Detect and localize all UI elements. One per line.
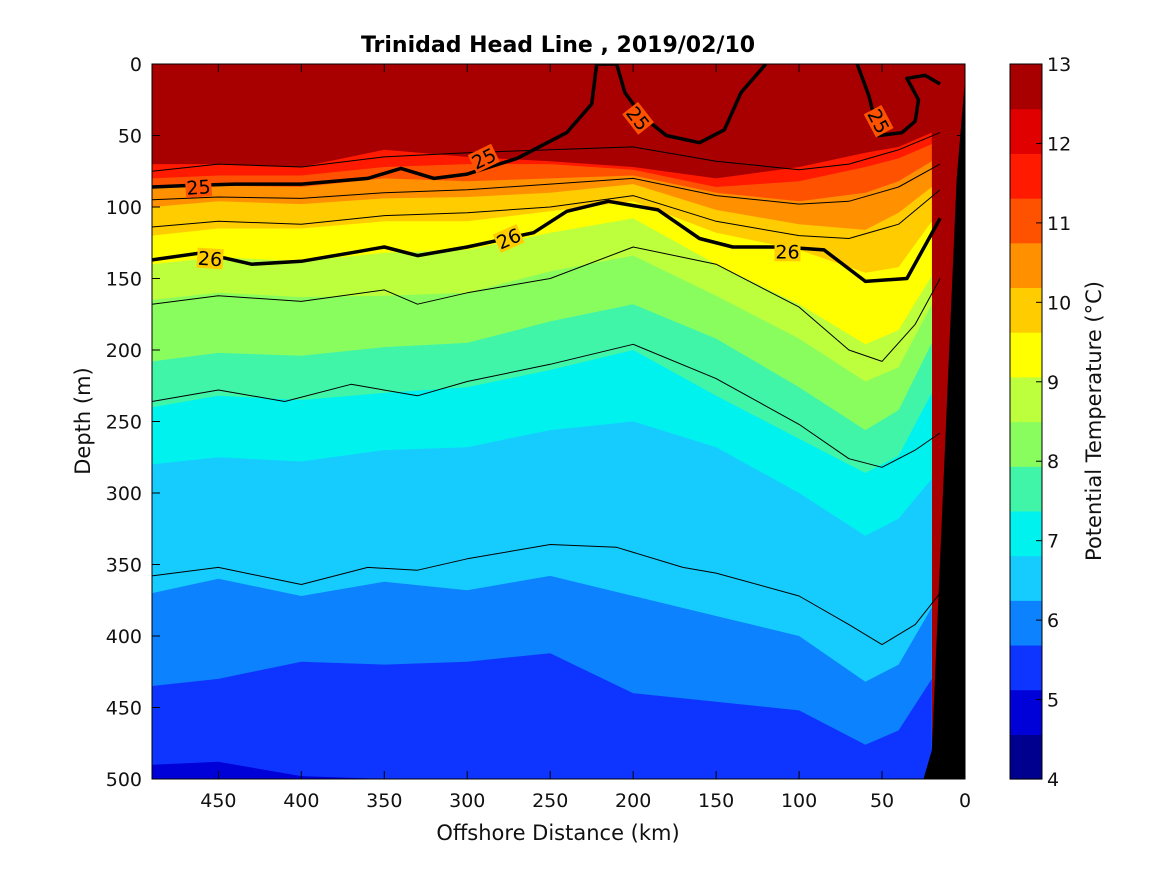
colorbar: 4 5 6 7 8 9 10 11 12 13 <box>1009 54 1071 791</box>
y-tick-label: 250 <box>106 412 142 434</box>
colorbar-tick-label: 8 <box>1047 451 1059 473</box>
y-axis-ticks: 0 50 100 150 200 250 300 350 400 450 500 <box>106 54 965 791</box>
x-tick-label: 300 <box>449 790 485 812</box>
colorbar-segment <box>1010 376 1042 423</box>
density-contour-thin-5 <box>152 189 941 239</box>
density-contour-thin-6 <box>152 246 941 362</box>
y-tick-label: 500 <box>106 769 142 791</box>
density-contour-thin-4 <box>152 163 941 205</box>
colorbar-tick-label: 4 <box>1047 769 1059 791</box>
colorbar-tick-label: 6 <box>1047 610 1059 632</box>
y-tick-label: 350 <box>106 555 142 577</box>
contour-label-bg <box>863 105 894 138</box>
density-contours <box>152 64 942 646</box>
colorbar-segment <box>1010 332 1042 378</box>
x-tick-label: 250 <box>532 790 568 812</box>
colorbar-segment <box>1010 555 1042 601</box>
colorbar-segment <box>1010 108 1042 154</box>
colorbar-segment <box>1010 64 1042 110</box>
colorbar-label: Potential Temperature (°C) <box>1082 281 1106 561</box>
x-tick-label: 0 <box>959 790 971 812</box>
y-axis-label: Depth (m) <box>71 367 95 474</box>
colorbar-segment <box>1010 644 1042 691</box>
colorbar-tick-label: 5 <box>1047 690 1059 712</box>
x-axis-label: Offshore Distance (km) <box>436 821 679 845</box>
land-mask <box>923 79 965 779</box>
colorbar-segment <box>1010 198 1042 244</box>
colorbar-frame <box>1009 63 1043 780</box>
colorbar-segment <box>1010 421 1042 467</box>
contour-label-text: 26 <box>197 248 223 272</box>
colorbar-segment <box>1010 466 1042 512</box>
contour-label-0: 25 <box>184 176 213 200</box>
chart-title: Trinidad Head Line , 2019/02/10 <box>361 33 755 58</box>
colorbar-segment <box>1010 734 1042 780</box>
x-tick-label: 100 <box>781 790 817 812</box>
colorbar-segment <box>1010 510 1042 557</box>
contour-label-6: 26 <box>774 241 801 263</box>
contour-label-text: 26 <box>775 241 799 263</box>
y-tick-label: 50 <box>118 126 142 148</box>
x-tick-label: 400 <box>283 790 319 812</box>
x-tick-label: 50 <box>870 790 894 812</box>
x-tick-label: 200 <box>615 790 651 812</box>
colorbar-tick-label: 7 <box>1047 531 1059 553</box>
colorbar-segment <box>1010 287 1042 333</box>
isotherm-fill-5.5 <box>152 653 932 779</box>
y-tick-label: 300 <box>106 483 142 505</box>
density-contour-26-2 <box>152 199 942 284</box>
plot-area <box>152 64 965 779</box>
density-contour-thin-8 <box>152 544 941 646</box>
x-axis-ticks: 450 400 350 300 250 200 150 100 50 0 <box>200 64 971 812</box>
x-tick-label: 450 <box>200 790 236 812</box>
isotherm-fill-5 <box>152 761 932 779</box>
density-contour-thin-3 <box>152 132 941 172</box>
colorbar-tick-label: 12 <box>1047 133 1071 155</box>
y-tick-label: 450 <box>106 698 142 720</box>
colorbar-tick-label: 13 <box>1047 54 1071 76</box>
colorbar-segment <box>1010 153 1042 199</box>
colorbar-tick-label: 9 <box>1047 372 1059 394</box>
contour-label-bg <box>774 241 801 262</box>
density-contour-25-1 <box>855 64 941 138</box>
colorbar-segment <box>1010 242 1042 289</box>
contour-label-4: 26 <box>196 247 224 272</box>
contour-label-bg <box>196 247 224 270</box>
colorbar-tick-label: 11 <box>1047 213 1071 235</box>
colorbar-tick-label: 10 <box>1047 292 1071 314</box>
x-tick-label: 150 <box>698 790 734 812</box>
y-tick-label: 400 <box>106 626 142 648</box>
y-tick-label: 0 <box>130 54 142 76</box>
colorbar-segment <box>1010 600 1042 646</box>
x-tick-label: 350 <box>366 790 402 812</box>
contour-label-bg <box>492 224 525 253</box>
y-tick-label: 150 <box>106 269 142 291</box>
contour-label-bg <box>467 143 500 174</box>
contour-label-text: 25 <box>186 176 212 200</box>
y-tick-label: 100 <box>106 197 142 219</box>
y-tick-label: 200 <box>106 340 142 362</box>
contour-label-bg <box>622 101 654 135</box>
temperature-fills <box>152 64 965 779</box>
colorbar-segment <box>1010 689 1042 735</box>
contour-label-bg <box>184 176 213 198</box>
density-contour-thin-7 <box>152 343 941 468</box>
density-contour-25-0 <box>152 64 768 189</box>
